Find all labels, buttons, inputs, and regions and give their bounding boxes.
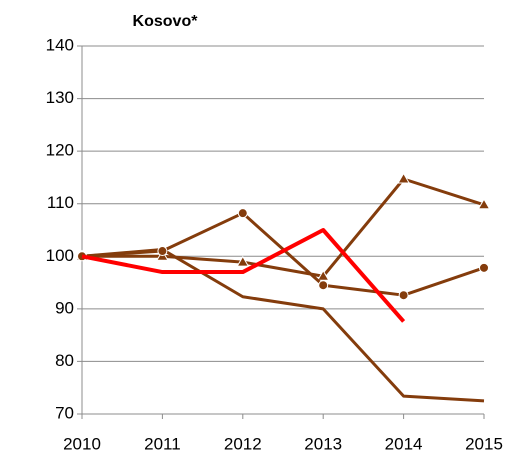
x-tick-label: 2011 xyxy=(144,434,181,453)
x-tick-label: 2013 xyxy=(304,434,342,453)
x-tick-label: 2012 xyxy=(224,434,262,453)
x-tick-label: 2014 xyxy=(385,434,423,453)
series-line xyxy=(82,177,485,278)
x-tick-label: 2015 xyxy=(465,434,503,453)
y-tick-label: 70 xyxy=(55,403,74,422)
y-tick-label: 140 xyxy=(46,35,74,54)
marker xyxy=(236,255,250,267)
marker xyxy=(397,172,410,184)
y-tick-label: 90 xyxy=(55,298,74,317)
marker xyxy=(398,290,409,301)
chart-title: Kosovo* xyxy=(133,13,199,30)
marker xyxy=(237,208,248,219)
y-tick-label: 80 xyxy=(55,351,74,370)
x-tick-label: 2010 xyxy=(63,434,101,453)
series-line xyxy=(81,247,485,403)
marker xyxy=(477,198,491,210)
marker xyxy=(318,280,329,291)
marker xyxy=(479,262,489,273)
series-line xyxy=(81,211,485,297)
series-line xyxy=(81,228,406,323)
marker xyxy=(157,246,168,257)
y-tick-label: 120 xyxy=(46,141,74,160)
y-tick-label: 100 xyxy=(46,246,74,265)
y-tick-label: 110 xyxy=(47,193,74,212)
y-tick-label: 130 xyxy=(46,88,74,107)
